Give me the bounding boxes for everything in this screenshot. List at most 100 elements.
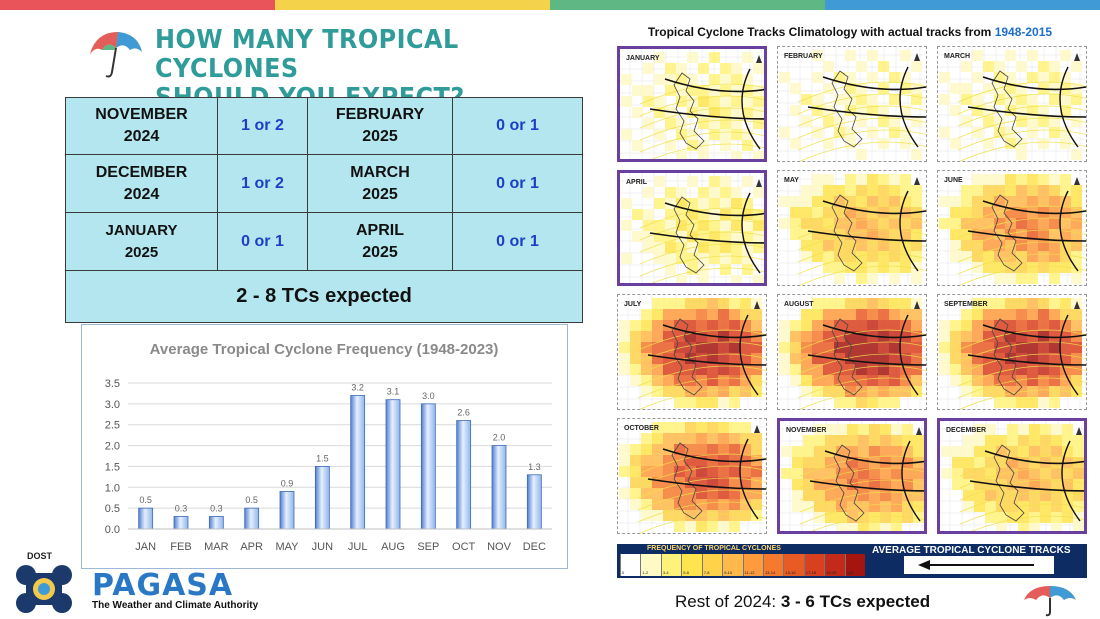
track-map-svg — [938, 171, 1086, 285]
legend-bin-label: 7-8 — [703, 570, 710, 575]
data-label: 1.3 — [528, 462, 541, 472]
forecast-table: NOVEMBER 2024 1 or 2 FEBRUARY 2025 0 or 1 … — [65, 97, 583, 323]
average-track — [984, 450, 1084, 465]
x-tick-label: OCT — [452, 541, 476, 553]
philippines-outline — [991, 70, 1023, 148]
data-label: 3.0 — [422, 391, 435, 401]
philippines-outline — [993, 444, 1025, 522]
pagasa-wordmark: PAGASA — [92, 568, 234, 603]
north-arrow-icon — [1074, 301, 1080, 309]
average-track — [647, 354, 766, 366]
count-cell: 0 or 1 — [452, 212, 583, 271]
legend-swatch: 0 — [620, 554, 641, 576]
legend-swatch: 3-4 — [660, 554, 682, 576]
legend-bin-label: 3-4 — [662, 570, 669, 575]
average-track — [1059, 314, 1079, 396]
summary-text: 2 - 8 TCs expected — [236, 285, 412, 307]
bar — [279, 491, 295, 530]
philippines-outline — [673, 196, 705, 274]
track-map-svg — [938, 295, 1086, 409]
table-row: DECEMBER 2024 1 or 2 MARCH 2025 0 or 1 — [65, 154, 583, 213]
average-track — [824, 450, 924, 465]
bar — [350, 395, 366, 530]
top-color-stripe — [0, 0, 1100, 10]
map-month-label: JUNE — [944, 177, 963, 184]
average-track — [739, 314, 759, 396]
north-arrow-icon — [754, 301, 760, 309]
x-tick-label: MAY — [275, 541, 299, 553]
average-track — [822, 76, 926, 91]
x-tick-label: AUG — [381, 541, 405, 553]
track-map-svg — [780, 421, 924, 531]
bar — [244, 507, 260, 530]
count-cell: 1 or 2 — [217, 154, 308, 213]
legend-swatch: >20 — [844, 554, 866, 576]
legend-bin-label: 11-12 — [744, 570, 755, 575]
pagasa-tagline: The Weather and Climate Authority — [92, 600, 259, 611]
philippines-outline — [991, 318, 1023, 396]
track-map-svg — [618, 295, 766, 409]
map-month-label: APRIL — [626, 179, 647, 186]
y-tick-label: 3.5 — [105, 378, 120, 390]
chart-title: Average Tropical Cyclone Frequency (1948… — [150, 341, 499, 358]
frequency-chart: Average Tropical Cyclone Frequency (1948… — [81, 324, 568, 569]
legend-swatch: 17-18 — [803, 554, 825, 576]
x-tick-label: JUL — [348, 541, 368, 553]
average-track — [982, 324, 1086, 339]
map-month-label: MAY — [784, 177, 799, 184]
average-track — [967, 230, 1086, 242]
average-track — [809, 480, 924, 492]
map-month-label: DECEMBER — [946, 427, 987, 434]
rest-value: 3 - 6 TCs expected — [780, 592, 931, 611]
track-arrow-box — [904, 556, 1054, 574]
track-map-svg — [778, 171, 926, 285]
average-track — [649, 232, 764, 244]
philippines-outline — [833, 444, 865, 522]
average-track — [901, 440, 921, 522]
average-track — [807, 354, 926, 366]
legend-swatch: 15-16 — [783, 554, 804, 576]
month-cell: DECEMBER 2024 — [65, 154, 218, 213]
track-map-svg — [778, 295, 926, 409]
month-cell: APRIL 2025 — [307, 212, 453, 271]
average-track — [899, 314, 919, 396]
track-map-svg — [938, 47, 1086, 161]
philippines-outline — [671, 318, 703, 396]
track-map-svg — [620, 173, 764, 283]
umbrella-small-icon — [1024, 586, 1076, 617]
map-january: JANUARY — [617, 46, 767, 162]
x-tick-label: JUN — [312, 541, 333, 553]
bar — [208, 516, 224, 530]
table-row: 2 - 8 TCs expected — [65, 270, 583, 323]
map-month-label: OCTOBER — [624, 425, 659, 432]
map-july: JULY — [617, 294, 767, 410]
legend-bin-label: 17-18 — [805, 570, 817, 575]
stripe-red — [0, 0, 275, 10]
data-label: 0.3 — [175, 503, 188, 513]
map-october: OCTOBER — [617, 418, 767, 534]
summary-cell: 2 - 8 TCs expected — [65, 270, 583, 323]
average-track — [664, 78, 764, 93]
climatology-title-text: Tropical Cyclone Tracks Climatology with… — [647, 25, 995, 39]
north-arrow-icon — [914, 53, 920, 61]
map-month-label: SEPTEMBER — [944, 301, 988, 308]
north-arrow-icon — [916, 427, 922, 435]
average-track — [899, 190, 919, 272]
legend-swatch: 5-6 — [681, 554, 702, 576]
data-label: 1.5 — [316, 453, 329, 463]
track-map-svg — [778, 47, 926, 161]
average-track — [822, 200, 926, 215]
average-track — [807, 230, 926, 242]
map-month-label: JULY — [624, 301, 642, 308]
umbrella-logo-icon — [90, 32, 142, 78]
map-april: APRIL — [617, 170, 767, 286]
y-tick-label: 0.5 — [105, 503, 120, 515]
y-tick-label: 1.5 — [105, 461, 120, 473]
count-cell: 0 or 1 — [217, 212, 308, 271]
x-tick-label: JAN — [135, 541, 156, 553]
legend-swatch: 7-8 — [701, 554, 723, 576]
average-track — [1059, 66, 1079, 148]
north-arrow-icon — [754, 425, 760, 433]
bar — [456, 420, 472, 530]
month-cell: NOVEMBER 2024 — [65, 97, 218, 155]
